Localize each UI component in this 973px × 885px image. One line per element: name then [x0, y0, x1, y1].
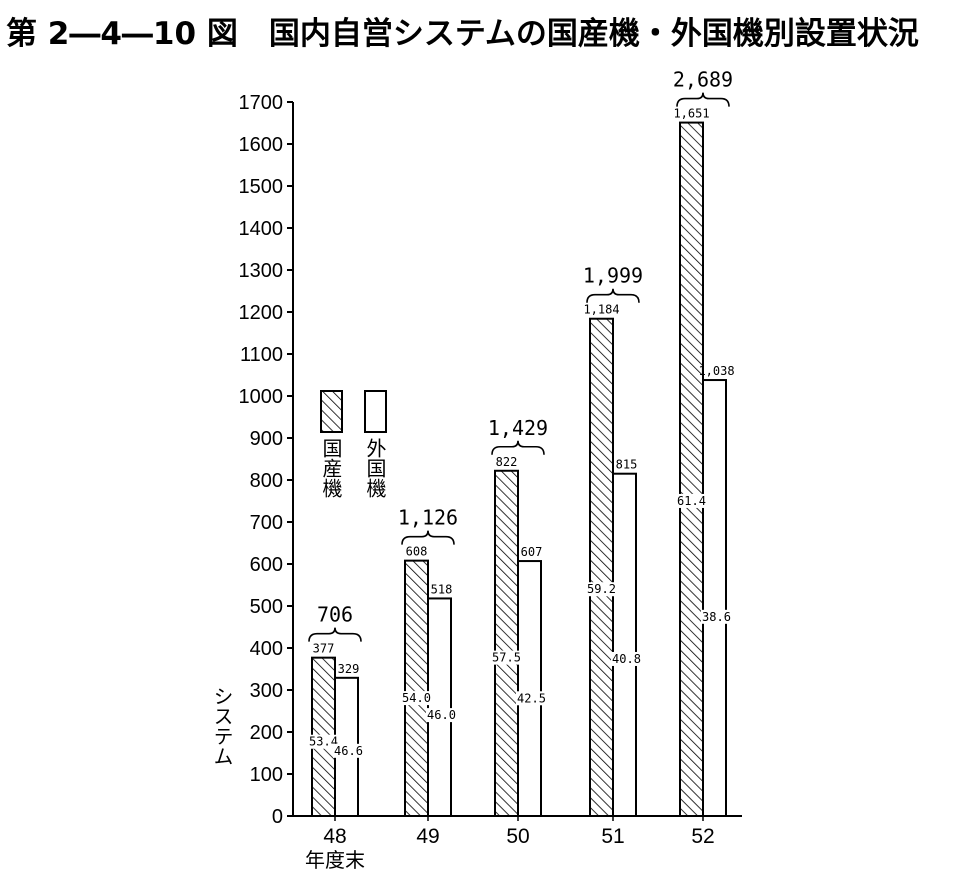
pct-label-foreign: 40.8 — [612, 652, 641, 666]
pct-label-foreign: 46.0 — [427, 708, 456, 722]
y-tick-label: 1400 — [239, 218, 284, 240]
data-label-domestic: 377 — [313, 642, 335, 656]
y-tick-label: 1600 — [239, 134, 284, 156]
data-label-foreign: 518 — [431, 582, 453, 596]
y-tick-label: 500 — [250, 596, 283, 618]
y-tick-label: 300 — [250, 680, 283, 702]
data-label-domestic: 822 — [496, 455, 518, 469]
data-label-foreign: 607 — [521, 545, 543, 559]
y-tick-label: 1300 — [239, 260, 284, 282]
bar-foreign — [517, 560, 542, 817]
y-tick-label: 900 — [250, 428, 283, 450]
pct-label-domestic: 59.2 — [587, 582, 616, 596]
y-tick-label: 400 — [250, 638, 283, 660]
pct-label-domestic: 53.4 — [309, 735, 338, 749]
pct-label-bg — [516, 691, 547, 706]
pct-label-foreign: 38.6 — [702, 610, 731, 624]
data-label-domestic: 608 — [406, 545, 428, 559]
pct-label-bg — [491, 650, 522, 665]
pct-label-bg — [676, 493, 707, 508]
data-label-domestic: 1,651 — [673, 107, 709, 121]
y-tick-label: 1000 — [239, 386, 284, 408]
total-label: 2,689 — [673, 68, 733, 92]
legend-label-domestic: 国産機 — [319, 438, 343, 498]
pct-label-bg — [611, 651, 642, 666]
data-label-foreign: 815 — [616, 458, 638, 472]
x-tick-label: 52 — [691, 825, 714, 848]
total-label: 1,429 — [488, 416, 548, 440]
bar-domestic — [494, 469, 519, 817]
y-tick-label: 200 — [250, 722, 283, 744]
pct-label-foreign: 46.6 — [334, 744, 363, 758]
chart-title: 第 2―4―10 図 国内自営システムの国産機・外国機別設置状況 — [6, 16, 919, 52]
y-tick-label: 0 — [272, 806, 283, 828]
pct-label-bg — [308, 734, 339, 749]
x-tick-label: 49 — [416, 825, 439, 848]
y-tick-label: 800 — [250, 470, 283, 492]
legend-swatch-domestic — [320, 390, 343, 433]
y-tick-label: 1500 — [239, 176, 284, 198]
pct-label-domestic: 57.5 — [492, 651, 521, 665]
total-brace — [586, 288, 640, 303]
y-tick-label: 100 — [250, 764, 283, 786]
y-tick-label: 700 — [250, 512, 283, 534]
data-label-domestic: 1,184 — [583, 303, 619, 317]
bar-domestic — [679, 121, 704, 817]
pct-label-domestic: 54.0 — [402, 691, 431, 705]
pct-label-bg — [426, 708, 457, 723]
y-tick-label: 1700 — [239, 92, 284, 114]
y-axis-title: システム — [210, 686, 234, 766]
total-label: 1,126 — [398, 506, 458, 530]
x-tick-label: 48 — [323, 825, 346, 848]
total-brace — [491, 440, 545, 455]
pct-label-bg — [701, 609, 732, 624]
total-label: 706 — [317, 603, 353, 627]
total-brace — [676, 92, 730, 107]
pct-label-bg — [586, 582, 617, 597]
total-label: 1,999 — [583, 264, 643, 288]
pct-label-bg — [401, 691, 432, 706]
data-label-foreign: 1,038 — [698, 364, 734, 378]
bar-domestic — [589, 317, 614, 817]
bar-foreign — [702, 379, 727, 817]
bar-foreign — [612, 472, 637, 817]
pct-label-domestic: 61.4 — [677, 494, 706, 508]
y-tick-label: 600 — [250, 554, 283, 576]
pct-label-bg — [333, 743, 364, 758]
pct-label-foreign: 42.5 — [517, 691, 546, 705]
x-tick-label: 50 — [506, 825, 529, 848]
y-tick-label: 1200 — [239, 302, 284, 324]
legend-label-foreign: 外国機 — [363, 438, 387, 498]
bar-foreign — [427, 597, 452, 817]
data-label-foreign: 329 — [338, 662, 360, 676]
bar-domestic — [404, 559, 429, 818]
legend-swatch-foreign — [364, 390, 387, 433]
x-tick-label: 51 — [601, 825, 624, 848]
x-axis-title: 年度末 — [305, 848, 365, 872]
y-tick-label: 1100 — [240, 344, 283, 366]
total-brace — [308, 627, 362, 642]
total-brace — [401, 530, 455, 545]
